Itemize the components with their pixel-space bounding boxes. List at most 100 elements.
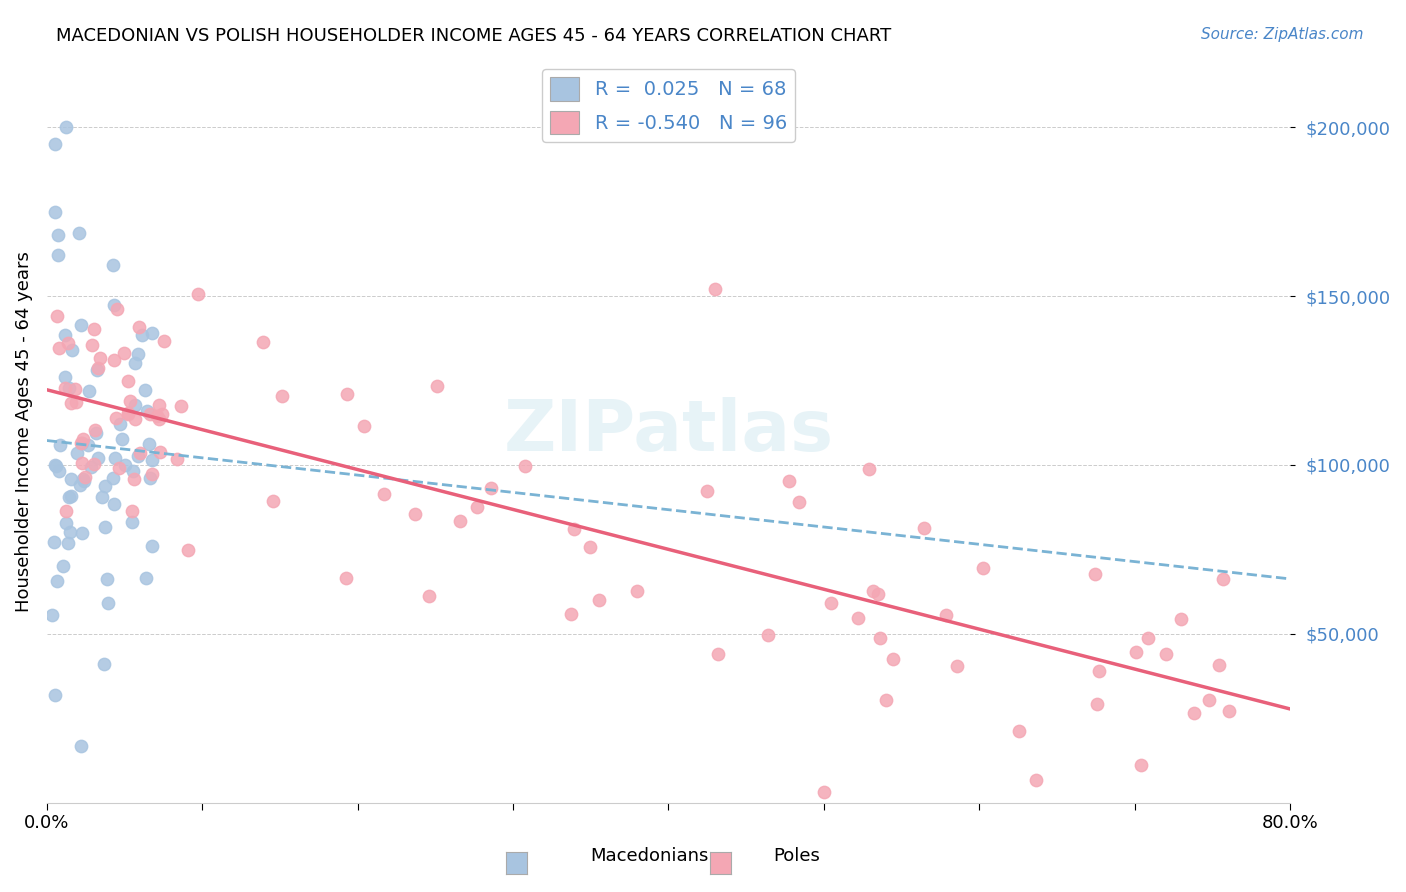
Point <box>62 343 84 357</box>
Point <box>118 393 141 408</box>
Point <box>141 453 163 467</box>
Point <box>127 449 149 463</box>
Point <box>94 479 117 493</box>
Point <box>45 574 67 589</box>
Point <box>60 472 83 486</box>
Point <box>114 458 136 473</box>
Point <box>135 571 157 585</box>
Point <box>813 785 835 799</box>
Legend: R =  0.025   N = 68, R = -0.540   N = 96: R = 0.025 N = 68, R = -0.540 N = 96 <box>543 70 794 142</box>
Point <box>139 408 162 422</box>
Point <box>73 474 96 488</box>
Point <box>696 484 718 499</box>
Point <box>858 462 880 476</box>
Point <box>136 404 159 418</box>
Point <box>862 583 884 598</box>
Point <box>83 457 105 471</box>
Point <box>1198 693 1220 707</box>
Point <box>84 424 107 438</box>
Point <box>103 353 125 368</box>
Point <box>935 608 957 623</box>
Text: Poles: Poles <box>773 847 820 865</box>
Point <box>124 356 146 370</box>
Point <box>1218 704 1240 718</box>
Point <box>55 516 77 531</box>
Point <box>127 347 149 361</box>
Point <box>560 607 582 621</box>
Point <box>707 647 730 661</box>
Point <box>111 432 134 446</box>
Point <box>141 467 163 482</box>
Point <box>1025 772 1047 787</box>
Point <box>124 398 146 412</box>
Point <box>139 471 162 485</box>
Point <box>1008 724 1031 739</box>
Point <box>1154 647 1177 661</box>
Point <box>65 395 87 409</box>
Point <box>141 539 163 553</box>
Point <box>101 471 124 485</box>
Point <box>418 590 440 604</box>
Point <box>820 596 842 610</box>
Point <box>1085 697 1108 711</box>
Point <box>48 464 70 478</box>
Point <box>336 386 359 401</box>
Point <box>96 572 118 586</box>
Point <box>86 363 108 377</box>
Point <box>912 521 935 535</box>
Point <box>69 318 91 332</box>
Point <box>756 628 779 642</box>
Point <box>134 384 156 398</box>
Point <box>481 481 503 495</box>
Point <box>103 497 125 511</box>
Point <box>55 504 77 518</box>
Point <box>87 451 110 466</box>
Point <box>166 451 188 466</box>
Point <box>866 587 889 601</box>
Point <box>55 120 77 135</box>
Point <box>262 494 284 508</box>
Point <box>787 495 810 509</box>
Point <box>112 345 135 359</box>
Point <box>353 418 375 433</box>
Point <box>626 583 648 598</box>
Point <box>1084 566 1107 581</box>
Point <box>425 379 447 393</box>
Text: Source: ZipAtlas.com: Source: ZipAtlas.com <box>1201 27 1364 42</box>
Point <box>44 204 66 219</box>
Point <box>1170 612 1192 626</box>
Point <box>72 472 94 486</box>
Point <box>128 446 150 460</box>
Point <box>41 608 63 623</box>
Point <box>1130 758 1153 772</box>
Point <box>48 341 70 355</box>
Point <box>105 411 128 425</box>
Point <box>67 226 90 240</box>
Point <box>44 458 66 472</box>
Point <box>59 396 82 410</box>
Point <box>91 490 114 504</box>
Point <box>53 370 76 384</box>
Point <box>117 406 139 420</box>
Point <box>846 611 869 625</box>
Point <box>149 445 172 459</box>
Point <box>972 560 994 574</box>
Point <box>946 659 969 673</box>
Point <box>77 384 100 399</box>
Text: MACEDONIAN VS POLISH HOUSEHOLDER INCOME AGES 45 - 64 YEARS CORRELATION CHART: MACEDONIAN VS POLISH HOUSEHOLDER INCOME … <box>56 27 891 45</box>
Point <box>252 335 274 350</box>
Point <box>103 298 125 312</box>
Point <box>104 451 127 466</box>
Point <box>177 543 200 558</box>
Point <box>882 652 904 666</box>
Point <box>124 412 146 426</box>
Point <box>373 487 395 501</box>
Point <box>56 536 79 550</box>
Point <box>84 425 107 440</box>
Point <box>148 398 170 412</box>
Point <box>70 526 93 541</box>
Point <box>70 739 93 753</box>
Point <box>46 228 69 243</box>
Point <box>80 338 103 352</box>
Point <box>513 459 536 474</box>
